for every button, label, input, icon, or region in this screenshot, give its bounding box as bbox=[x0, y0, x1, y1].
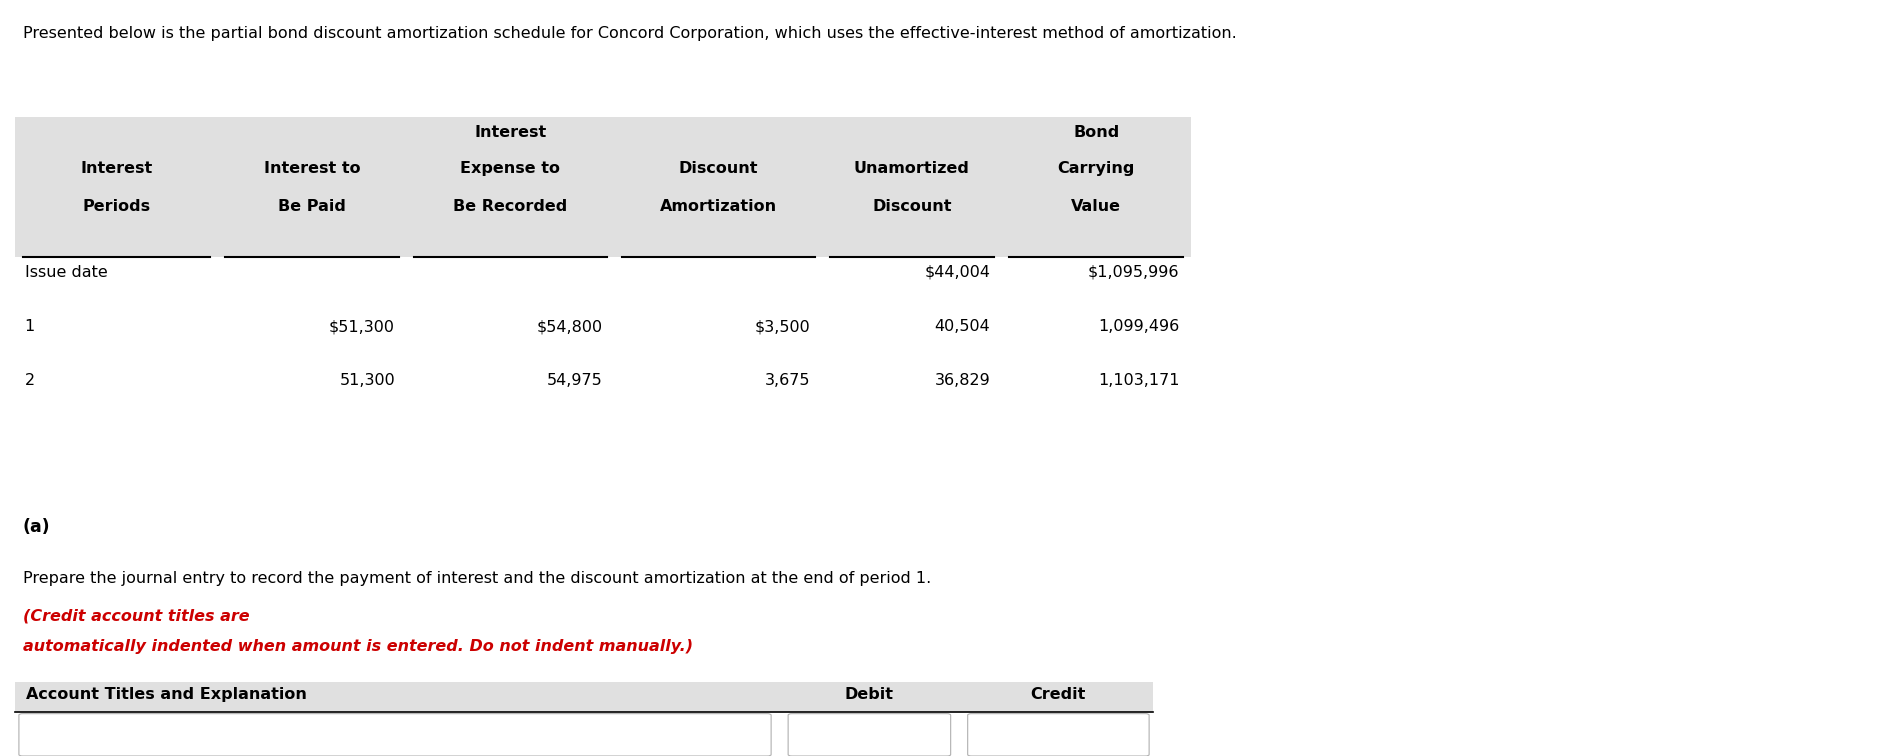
Text: (Credit account titles are: (Credit account titles are bbox=[23, 609, 249, 624]
Bar bbox=[15, 117, 1190, 257]
Text: Discount: Discount bbox=[678, 161, 757, 176]
FancyBboxPatch shape bbox=[19, 714, 771, 756]
FancyBboxPatch shape bbox=[967, 714, 1149, 756]
Text: Expense to: Expense to bbox=[461, 161, 559, 176]
Text: $44,004: $44,004 bbox=[924, 265, 990, 280]
Text: Issue date: Issue date bbox=[25, 265, 108, 280]
Text: Unamortized: Unamortized bbox=[854, 161, 969, 176]
Text: Amortization: Amortization bbox=[659, 199, 776, 214]
Text: 1: 1 bbox=[25, 319, 34, 334]
Text: 1,103,171: 1,103,171 bbox=[1098, 373, 1179, 389]
Text: 2: 2 bbox=[25, 373, 34, 389]
Text: Interest to: Interest to bbox=[263, 161, 361, 176]
Text: 40,504: 40,504 bbox=[935, 319, 990, 334]
Text: Interest: Interest bbox=[474, 125, 546, 140]
Text: 54,975: 54,975 bbox=[548, 373, 603, 389]
Text: Be Recorded: Be Recorded bbox=[453, 199, 567, 214]
Text: $3,500: $3,500 bbox=[756, 319, 810, 334]
Text: Carrying: Carrying bbox=[1058, 161, 1133, 176]
Text: Periods: Periods bbox=[81, 199, 151, 214]
Text: Be Paid: Be Paid bbox=[278, 199, 346, 214]
Text: Interest: Interest bbox=[79, 161, 153, 176]
Text: $51,300: $51,300 bbox=[329, 319, 395, 334]
Text: automatically indented when amount is entered. Do not indent manually.): automatically indented when amount is en… bbox=[23, 639, 693, 654]
Text: Value: Value bbox=[1071, 199, 1120, 214]
Bar bbox=[15, 682, 1152, 712]
Text: 36,829: 36,829 bbox=[935, 373, 990, 389]
Text: $54,800: $54,800 bbox=[536, 319, 603, 334]
FancyBboxPatch shape bbox=[788, 714, 950, 756]
Text: Bond: Bond bbox=[1073, 125, 1118, 140]
Text: 3,675: 3,675 bbox=[765, 373, 810, 389]
Text: (a): (a) bbox=[23, 518, 51, 536]
Text: Debit: Debit bbox=[844, 687, 893, 702]
Text: 1,099,496: 1,099,496 bbox=[1098, 319, 1179, 334]
Text: Presented below is the partial bond discount amortization schedule for Concord C: Presented below is the partial bond disc… bbox=[23, 26, 1235, 42]
Text: $1,095,996: $1,095,996 bbox=[1088, 265, 1179, 280]
Text: Prepare the journal entry to record the payment of interest and the discount amo: Prepare the journal entry to record the … bbox=[23, 571, 931, 586]
Text: Account Titles and Explanation: Account Titles and Explanation bbox=[26, 687, 308, 702]
Text: 51,300: 51,300 bbox=[340, 373, 395, 389]
Text: Discount: Discount bbox=[871, 199, 952, 214]
Text: Credit: Credit bbox=[1030, 687, 1086, 702]
